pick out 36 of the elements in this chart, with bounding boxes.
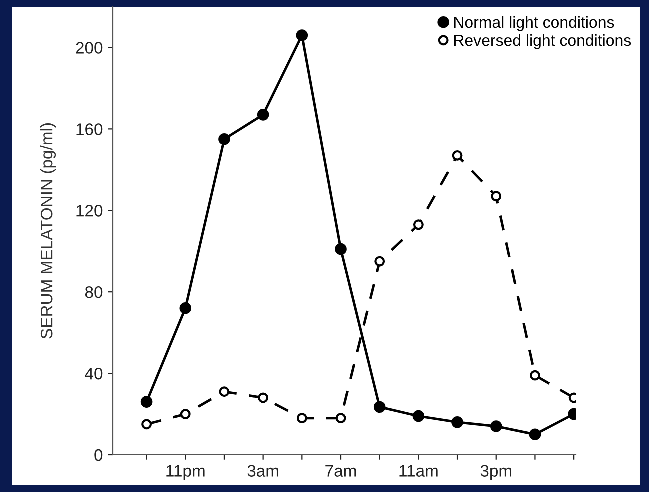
- point: [180, 409, 191, 420]
- point: [529, 428, 542, 441]
- point: [296, 413, 308, 424]
- x-tick-label: 3am: [248, 465, 278, 477]
- point: [296, 30, 308, 42]
- point: [412, 410, 425, 422]
- point: [374, 401, 386, 414]
- point: [219, 386, 230, 398]
- point: [257, 109, 270, 121]
- y-tick-label: 200: [76, 42, 103, 54]
- point: [452, 150, 463, 161]
- y-axis-title: SERUM MELATONIN (pg/ml): [40, 124, 56, 339]
- y-tick-label: 80: [85, 286, 103, 298]
- y-tick-label: 40: [85, 368, 103, 380]
- y-tick-label: 0: [94, 449, 103, 462]
- point: [452, 416, 464, 428]
- point: [491, 191, 502, 202]
- point: [413, 220, 424, 230]
- point: [142, 419, 152, 430]
- legend-label: Reversed light conditions: [454, 34, 632, 50]
- x-tick-label: 11am: [400, 465, 438, 477]
- point: [374, 256, 386, 267]
- x-tick-label: 3pm: [480, 465, 512, 480]
- y-tick-label: 120: [76, 205, 103, 217]
- point: [140, 396, 153, 408]
- point: [218, 133, 230, 146]
- point: [530, 370, 540, 381]
- x-tick-label: 11pm: [166, 465, 205, 480]
- x-tick-label: 7am: [326, 465, 356, 477]
- point: [258, 392, 269, 404]
- legend-label: Normal light conditions: [454, 16, 614, 32]
- point: [335, 243, 347, 256]
- y-tick-label: 160: [76, 124, 103, 136]
- point: [180, 302, 192, 314]
- point: [490, 420, 502, 432]
- point: [336, 413, 346, 424]
